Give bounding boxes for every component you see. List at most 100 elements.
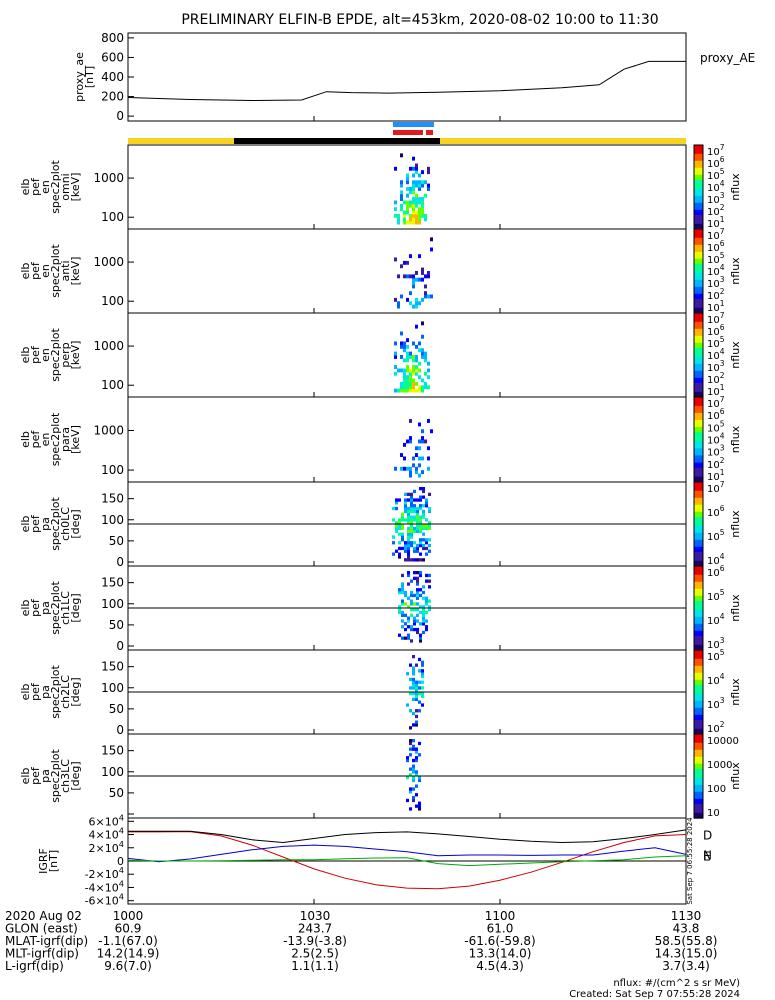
pa_ch0LC-cell (422, 487, 425, 491)
pa_ch2LC-colorbar-segment (694, 686, 703, 690)
pa_ch0LC-cell (407, 558, 410, 562)
pa_ch3LC-colorbar-segment (694, 783, 703, 786)
pa_ch3LC-colorbar-segment (694, 735, 703, 739)
en_omni-cell (418, 213, 421, 218)
en_anti-colorbar-segment (694, 241, 703, 244)
en_para-ylabel-line: para (59, 427, 72, 452)
pa_ch0LC-cell (428, 538, 431, 542)
en_anti-colorbar-segment (694, 283, 703, 286)
pa_ch1LC-cell (413, 616, 416, 620)
pa_ch1LC-ytick-label: 150 (101, 576, 124, 590)
en_perp-cell (409, 371, 412, 376)
en_omni-colorbar-segment (694, 204, 703, 207)
en_para-colorbar-segment (694, 428, 703, 432)
pa_ch0LC-cell (419, 558, 422, 562)
en_para-cell (424, 439, 427, 444)
footer-row-value: 2.5(2.5) (291, 947, 339, 961)
pa_ch3LC-colorbar-segment (694, 760, 703, 763)
pa_ch0LC-cell (410, 504, 413, 508)
pa_ch0LC-colorbar-segment (694, 553, 703, 557)
pa_ch1LC-cell (425, 579, 428, 583)
en_para-colorbar-segment (694, 460, 703, 464)
en_omni-colorbar-tick-label: 107 (707, 143, 725, 158)
en_omni-colorbar-segment (694, 176, 703, 179)
en_anti-cell (427, 274, 430, 279)
en_anti-cell (430, 294, 433, 299)
pa_ch2LC-ylabel-line: [deg] (69, 677, 82, 706)
pa_ch0LC-cell (413, 546, 416, 551)
pa_ch1LC-cell (416, 627, 419, 632)
pa_ch3LC-cell (409, 773, 412, 777)
pa_ch0LC-cell (404, 546, 407, 551)
en_perp-colorbar-segment (694, 328, 703, 332)
en_perp-cell (406, 338, 409, 343)
pa_ch0LC-cell (413, 504, 416, 508)
pa_ch1LC-colorbar-segment (694, 578, 703, 581)
pa_ch2LC-colorbar-segment (694, 714, 703, 718)
en_omni-cell (412, 187, 415, 191)
en_perp-cell (394, 365, 397, 369)
en_omni-cell (421, 210, 424, 215)
pa_ch0LC-cell (416, 549, 419, 553)
pa_ch3LC-colorbar-segment (694, 777, 703, 781)
pa_ch3LC-ylabel-line: pef (29, 766, 42, 785)
en_omni-cell (412, 173, 415, 178)
igrf-series-label: E (703, 850, 711, 864)
pa_ch0LC-cell (410, 498, 413, 502)
en_perp-cell (406, 388, 409, 393)
en_perp-colorbar-segment (694, 383, 703, 386)
en_perp-colorbar-segment (694, 377, 703, 381)
en_omni-cell (415, 203, 418, 208)
en_para-colorbar-segment (694, 432, 703, 435)
en_omni-colorbar-segment (694, 183, 703, 186)
pa_ch2LC-colorbar-tick-label: 102 (707, 720, 725, 735)
igrf-series-line (128, 831, 687, 890)
pa_ch0LC-cell (398, 526, 401, 531)
pa_ch0LC-cell (425, 498, 428, 502)
en_anti-cell (406, 260, 409, 265)
pa_ch0LC-cell (413, 558, 416, 562)
pa_ch0LC-cell (401, 535, 404, 539)
pa_ch1LC-cell (416, 590, 419, 595)
pa_ch0LC-colorbar-segment (694, 511, 703, 515)
pa_ch1LC-cell (416, 582, 419, 586)
en_para-cell (421, 456, 424, 461)
pa_ch3LC-ytick-label: 100 (101, 765, 124, 779)
pa_ch2LC-cell (415, 697, 418, 701)
pa_ch0LC-cell (407, 541, 410, 545)
pa_ch3LC-colorbar-segment (694, 779, 703, 782)
en_omni-colorbar-segment (694, 153, 703, 157)
pa_ch1LC-colorbar-segment (694, 615, 703, 618)
en_omni-cell (415, 200, 418, 205)
pa_ch2LC-cell (409, 663, 412, 667)
pa_ch0LC-colorbar-segment (694, 485, 703, 488)
igrf-series-line (128, 829, 687, 844)
pa_ch1LC-cell (416, 588, 419, 592)
pa_ch3LC-ytick-label: 50 (109, 786, 124, 800)
pa_ch2LC-colorbar-segment (694, 681, 703, 684)
en_perp-cell (412, 358, 415, 363)
en_perp-ylabel-line: elb (19, 347, 32, 364)
en_perp-cell (406, 381, 409, 386)
en_perp-colorbar-segment (694, 360, 703, 363)
footer-row-value: 1.1(1.1) (291, 959, 339, 973)
en_perp-cell (421, 321, 424, 326)
pa_ch3LC-colorbar-segment (694, 744, 703, 747)
en_para-colorbar-segment (694, 466, 703, 469)
pa_ch0LC-cell (404, 506, 407, 511)
en_anti-colorbar-segment (694, 279, 703, 283)
pa_ch0LC-cell (422, 489, 425, 494)
pa_ch2LC-cell (421, 692, 424, 696)
en_anti-cell (424, 291, 427, 296)
pa_ch1LC-colorbar-segment (694, 574, 703, 578)
footer-row-value: 4.5(4.3) (476, 959, 524, 973)
pa_ch0LC-cell (398, 555, 401, 559)
proxy-ae-ytick-label: 0 (116, 109, 124, 123)
pa_ch0LC-cell (392, 535, 395, 539)
pa_ch0LC-cell (413, 549, 416, 553)
en_perp-colorbar-segment (694, 388, 703, 391)
pa_ch1LC-ylabel-line: pef (29, 598, 42, 617)
pa_ch1LC-cell (422, 630, 425, 635)
en_anti-colorbar-segment (694, 244, 703, 248)
